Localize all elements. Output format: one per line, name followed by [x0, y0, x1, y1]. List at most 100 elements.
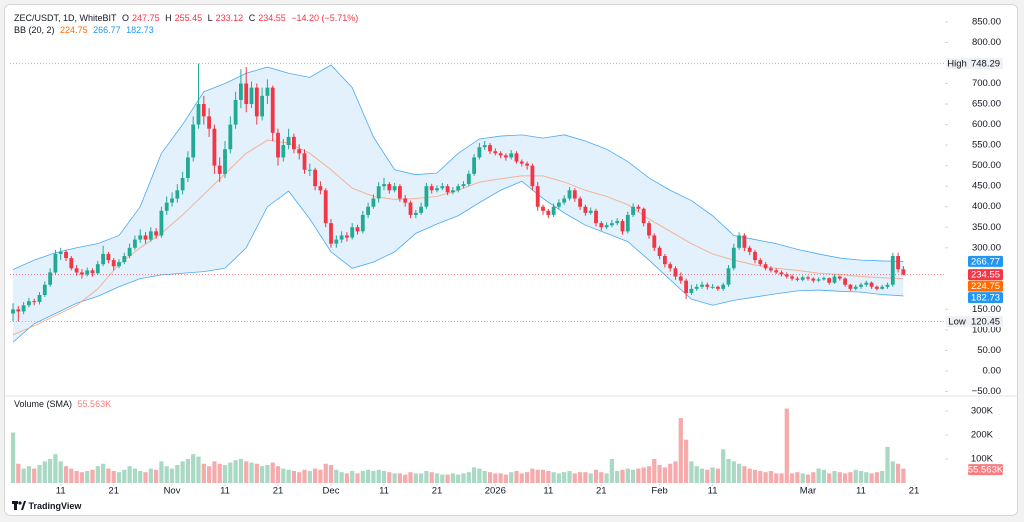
volume-bar [747, 468, 752, 483]
candle-body [731, 247, 736, 269]
candle-body [413, 212, 418, 215]
candle-body [853, 286, 858, 289]
volume-bar [138, 470, 143, 483]
y-tick-label: 650.00 [972, 99, 1001, 110]
candle-body [700, 284, 704, 287]
candle-body [599, 223, 604, 228]
candle-body [170, 198, 174, 203]
candle-body [493, 151, 498, 154]
candle-body [864, 282, 869, 285]
candle-body [366, 206, 371, 215]
ohlc-label: L [207, 13, 213, 23]
change: −14.20 (−5.71%) [291, 13, 359, 23]
volume-bar [445, 474, 450, 483]
candle-body [594, 210, 598, 224]
candle-body [339, 235, 344, 240]
candle-body [488, 145, 492, 152]
candle-body [201, 104, 206, 117]
candle-body [901, 269, 906, 275]
volume-bar [185, 458, 191, 483]
candle-body [85, 270, 90, 275]
ohlc-label: H [165, 13, 172, 23]
volume-bar [212, 461, 217, 483]
volume-bar [344, 473, 350, 483]
y-tick-label: 50.00 [977, 345, 1001, 356]
candle-body [387, 184, 392, 191]
volume-sma-badge: 55.563K [968, 465, 1004, 476]
volume-bar [95, 466, 100, 483]
volume-bar [583, 472, 588, 483]
volume-bar [297, 472, 302, 483]
candle-body [265, 87, 270, 96]
bb-lower-badge-bg [968, 292, 1003, 304]
candle-body [896, 255, 901, 270]
candle-body [609, 223, 614, 226]
volume-bar [816, 468, 821, 483]
volume-bar [74, 470, 79, 483]
volume-bar [360, 470, 365, 483]
volume-bar [461, 473, 466, 483]
brand-logo [12, 501, 26, 510]
volume-bar [164, 466, 169, 483]
candle-body [678, 276, 683, 281]
volume-bar [381, 470, 387, 483]
volume-bar [418, 473, 424, 483]
bb-lower-line [12, 180, 904, 343]
volume-bar [69, 468, 74, 483]
volume-bar [694, 466, 699, 483]
high-badge-value-bg [968, 58, 1003, 70]
volume-bar [874, 472, 880, 483]
candle-body [212, 128, 217, 166]
volume-bar [249, 462, 254, 483]
candle-body [790, 276, 795, 279]
volume-bar [424, 470, 429, 483]
volume-bar [122, 469, 127, 483]
volume-bar [217, 463, 222, 483]
volume-bar [869, 473, 874, 483]
volume-bar [699, 468, 705, 483]
candle-body [37, 295, 42, 302]
candle-body [217, 165, 222, 174]
candle-body [95, 264, 100, 274]
volume-bar [26, 466, 32, 483]
volume-bar [466, 472, 471, 483]
x-tick-label: 21 [909, 486, 920, 497]
candle-body [668, 264, 673, 269]
volume-bar [768, 470, 774, 483]
volume-bar [789, 473, 795, 483]
volume-bar [864, 472, 869, 483]
volume-bar [339, 472, 344, 483]
y-tick-label: 300.00 [972, 242, 1001, 253]
symbol-legend: ZEC/USDT, 1D, WhiteBIT O 247.75 H 255.45 L… [14, 13, 361, 23]
volume-bar [763, 472, 768, 483]
volume-bar [710, 467, 715, 483]
candle-body [620, 221, 625, 232]
candle-body [307, 169, 312, 171]
volume-bar [53, 454, 58, 483]
candle-body [186, 157, 190, 178]
candle-body [392, 186, 397, 191]
candle-body [466, 173, 471, 185]
volume-bar [827, 473, 832, 483]
volume-bar [880, 470, 885, 483]
candle-body [472, 157, 477, 174]
candle-body [705, 284, 710, 287]
candle-body [726, 268, 731, 285]
volume-bar [562, 472, 567, 483]
volume-bar [90, 469, 95, 483]
volume-bar [811, 472, 816, 483]
candle-body [583, 206, 588, 213]
candle-body [652, 235, 657, 248]
x-tick-label: 11 [220, 486, 230, 497]
candle-body [874, 286, 879, 289]
volume-bar [228, 462, 233, 483]
candle-body [133, 239, 137, 248]
x-tick-label: Dec [323, 486, 340, 497]
volume-bar [254, 463, 259, 483]
volume-bar [620, 469, 625, 483]
candle-body [631, 206, 636, 215]
y-tick-label: 700.00 [972, 78, 1001, 89]
candle-body [191, 124, 196, 158]
candle-body [662, 255, 667, 265]
volume-bar [599, 472, 604, 483]
